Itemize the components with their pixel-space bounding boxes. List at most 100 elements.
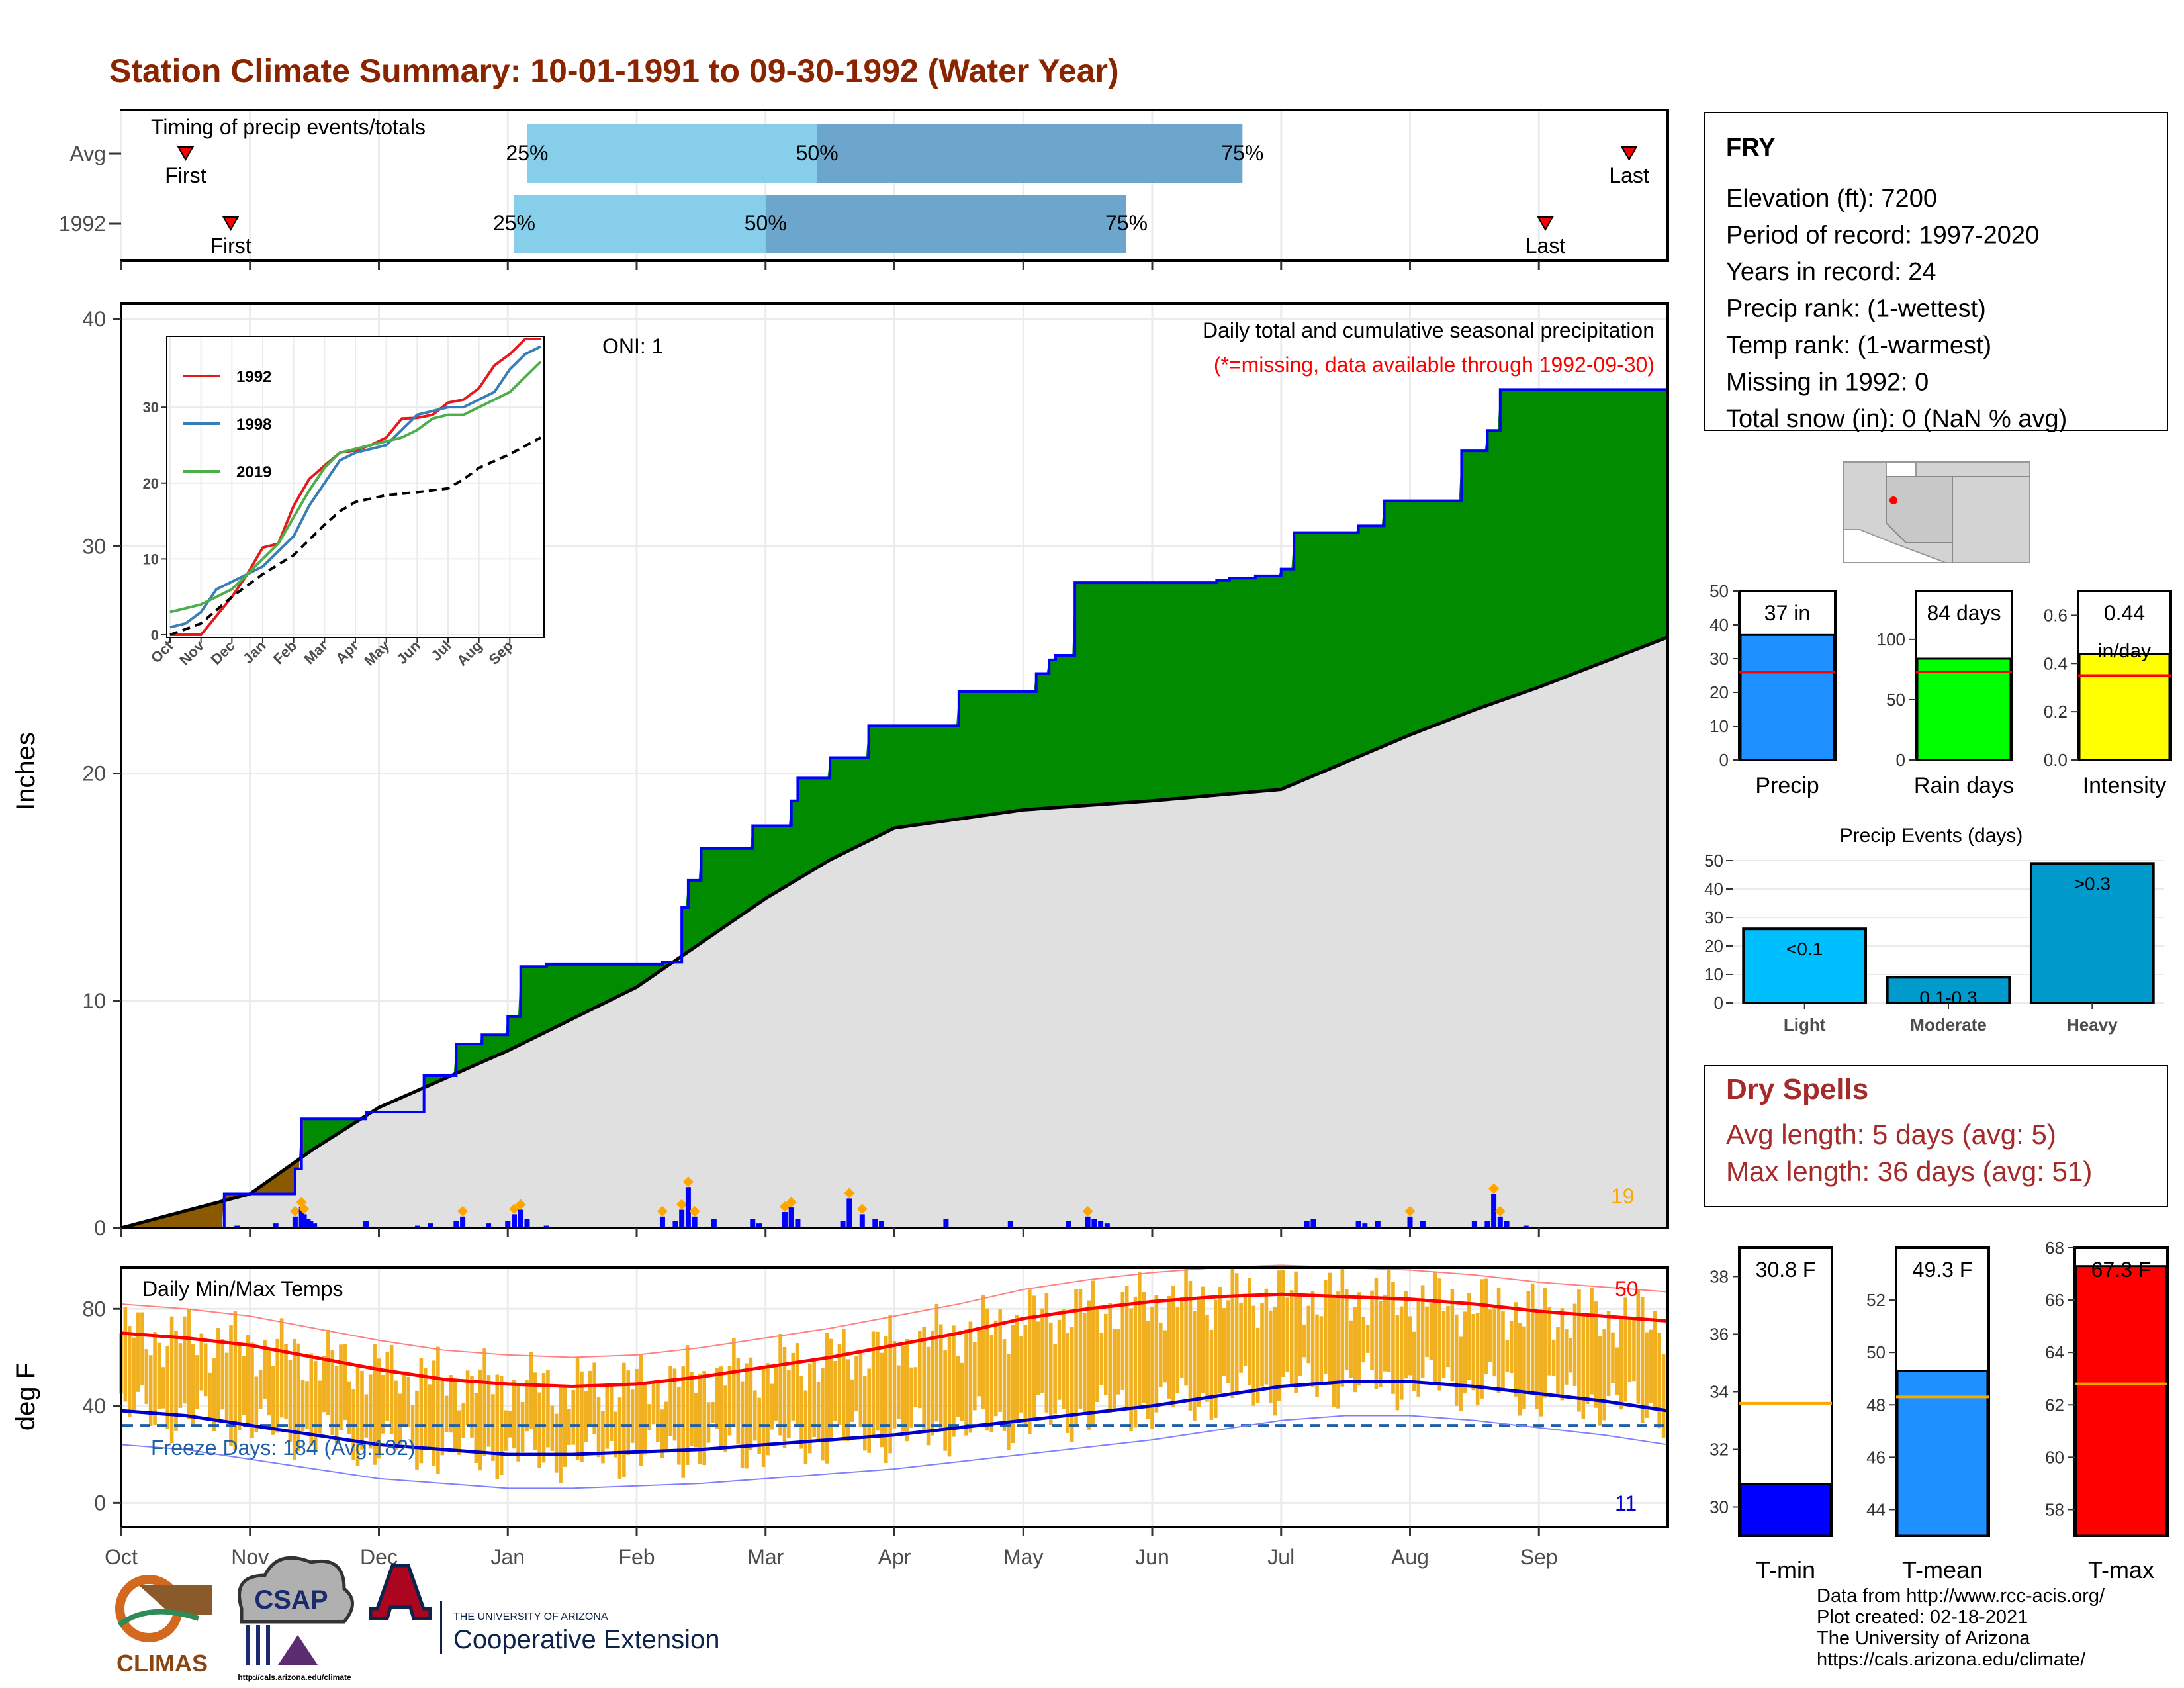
daily-temp-bar: [1150, 1306, 1154, 1429]
timing-p50-label: 50%: [796, 141, 839, 165]
daily-temp-bar: [1294, 1271, 1298, 1393]
daily-temp-bar: [926, 1346, 931, 1446]
daily-temp-bar: [208, 1372, 212, 1421]
daily-temp-bar: [1255, 1327, 1260, 1404]
daily-temp-bar: [1087, 1300, 1091, 1430]
inset-series-line: [169, 436, 541, 636]
daily-temp-bar: [1361, 1317, 1366, 1363]
daily-temp-bar: [136, 1312, 140, 1392]
climas-logo: CLIMAS: [115, 1575, 212, 1677]
daily-temp-bar: [140, 1312, 144, 1385]
average-max-line: [120, 1292, 1668, 1389]
daily-temp-bar: [1095, 1306, 1099, 1402]
daily-temp-bar: [909, 1367, 913, 1428]
daily-temp-bar: [918, 1331, 922, 1409]
station-info-line: Temp rank: (1-warmest): [1726, 332, 1991, 359]
daily-temp-bar: [1273, 1306, 1277, 1416]
precip-annotation-title: Daily total and cumulative seasonal prec…: [1203, 318, 1655, 342]
timing-row-label-avg: Avg: [69, 142, 106, 165]
temp-summary-y-tick: 48: [1866, 1395, 1886, 1415]
daily-temp-bar: [825, 1333, 829, 1464]
daily-temp-bar: [968, 1321, 973, 1433]
daily-temp-bar: [1201, 1286, 1205, 1393]
temp-summary-y-tick: 50: [1866, 1342, 1886, 1362]
daily-temp-bar: [339, 1344, 343, 1430]
daily-temp-bar: [1289, 1290, 1294, 1387]
daily-temp-bar: [1518, 1323, 1522, 1416]
daily-precip-bar: [292, 1216, 298, 1228]
summary-y-tick: 50: [1709, 581, 1729, 601]
daily-temp-bar: [812, 1358, 816, 1438]
hot-days-count: 50: [1615, 1277, 1639, 1301]
daily-temp-bar: [1218, 1286, 1222, 1394]
temp-y-tick: 80: [82, 1297, 106, 1321]
daily-temp-bar: [423, 1368, 428, 1446]
timing-first-label: First: [165, 164, 206, 187]
daily-precip-bar: [1407, 1216, 1413, 1228]
daily-temp-bar: [554, 1413, 559, 1473]
daily-temp-bar: [884, 1335, 888, 1464]
temp-summary-category-label: T-min: [1756, 1556, 1815, 1583]
daily-temp-bar: [1661, 1354, 1666, 1438]
daily-temp-bar: [470, 1376, 474, 1438]
daily-temp-bar: [1590, 1288, 1594, 1395]
station-info-line: Total snow (in): 0 (NaN % avg): [1726, 405, 2067, 433]
inset-legend-label: 1998: [236, 416, 271, 434]
daily-precip-bar: [840, 1221, 846, 1228]
csap-logo-text: CSAP: [254, 1585, 328, 1615]
inset-y-tick: 20: [143, 475, 159, 492]
daily-temp-bar: [647, 1404, 651, 1430]
temp-y-label: deg F: [11, 1363, 40, 1430]
daily-temp-bar: [474, 1393, 478, 1464]
daily-temp-bar: [1023, 1325, 1028, 1426]
timing-last-label: Last: [1525, 234, 1566, 258]
daily-temp-bar: [1412, 1331, 1416, 1391]
precip-extreme-count: 19: [1611, 1184, 1635, 1208]
daily-temp-bar: [334, 1366, 339, 1444]
daily-precip-bar: [1304, 1221, 1310, 1228]
timing-first-label: First: [210, 234, 251, 258]
daily-temp-bar: [842, 1329, 846, 1441]
daily-temp-bar: [373, 1344, 377, 1465]
temp-summary-y-tick: 62: [2045, 1395, 2064, 1415]
daily-temp-bar: [702, 1371, 706, 1466]
summary-category-label: Intensity: [2083, 773, 2167, 798]
daily-temp-bar: [1569, 1338, 1572, 1373]
daily-temp-bar: [761, 1366, 766, 1467]
daily-temp-bar: [752, 1390, 757, 1441]
daily-temp-bar: [1615, 1347, 1619, 1395]
daily-temp-bar: [1598, 1336, 1602, 1426]
daily-temp-bar: [1323, 1280, 1328, 1374]
daily-temp-bar: [685, 1345, 690, 1465]
temp-summary-value-label: 30.8 F: [1756, 1258, 1816, 1282]
daily-precip-bar: [301, 1214, 307, 1228]
daily-temp-bar: [195, 1355, 199, 1409]
station-info-line: Missing in 1992: 0: [1726, 369, 1929, 397]
events-category-label: Light: [1784, 1015, 1826, 1035]
daily-temp-bar: [580, 1371, 584, 1462]
summary-category-label: Rain days: [1914, 773, 2014, 798]
daily-temp-bar: [1302, 1324, 1306, 1358]
daily-temp-bar: [934, 1303, 939, 1422]
daily-temp-bar: [876, 1331, 880, 1431]
footer-line: https://cals.arizona.edu/climate/: [1817, 1649, 2086, 1670]
daily-temp-bar: [1471, 1314, 1476, 1391]
events-y-tick: 40: [1704, 879, 1723, 899]
daily-temp-bar: [229, 1325, 233, 1446]
daily-precip-bar: [505, 1221, 511, 1228]
daily-temp-bar: [1234, 1273, 1239, 1393]
summary-panel: 0.0 0.2 0.4 0.6 0.44 in/day Intensity: [2044, 590, 2172, 798]
daily-temp-bar: [1336, 1291, 1340, 1409]
timing-bar-q2: [765, 195, 1127, 253]
daily-temp-bar: [381, 1374, 385, 1434]
daily-temp-bar: [461, 1403, 466, 1438]
daily-temp-bar: [1133, 1296, 1138, 1428]
daily-temp-bar: [1420, 1285, 1425, 1378]
daily-temp-bar: [410, 1405, 415, 1450]
daily-precip-bar: [672, 1221, 678, 1228]
temp-summary-panel: 44 46 48 50 52 49.3 F T-mean: [1866, 1246, 1990, 1583]
daily-temp-bar: [529, 1352, 533, 1429]
daily-temp-bar: [1543, 1288, 1547, 1398]
daily-temp-bar: [1441, 1311, 1446, 1378]
